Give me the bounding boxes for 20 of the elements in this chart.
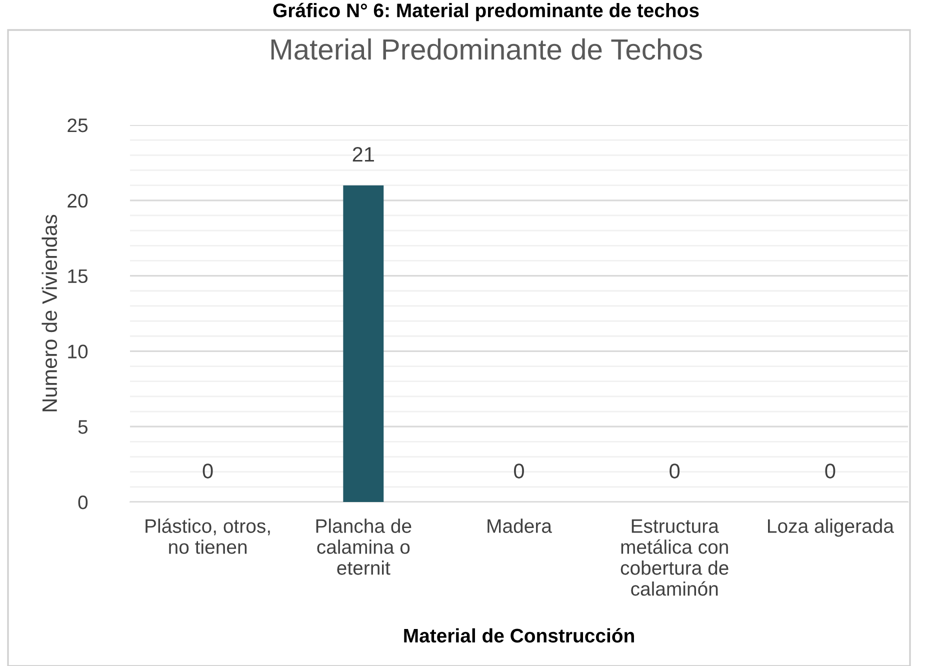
chart-title: Material Predominante de Techos bbox=[271, 38, 702, 60]
y-tick-label: 15 bbox=[68, 269, 88, 284]
y-tick-label: 25 bbox=[68, 118, 88, 132]
y-tick-label: 20 bbox=[68, 194, 88, 208]
x-axis-title: Material de Construcción bbox=[404, 628, 634, 643]
data-label: 0 bbox=[825, 464, 836, 478]
x-tick-label: Plástico, otros, no tienen bbox=[146, 518, 270, 554]
x-tick-label: Loza aligerada bbox=[768, 518, 894, 537]
y-tick-label: 0 bbox=[78, 495, 88, 510]
data-label: 0 bbox=[670, 464, 680, 478]
data-label: 21 bbox=[352, 147, 374, 162]
x-tick-label: Madera bbox=[488, 518, 552, 533]
y-axis-title: Numero de Viviendas bbox=[42, 214, 58, 412]
y-tick-label: 10 bbox=[68, 344, 88, 358]
data-label: 0 bbox=[514, 464, 524, 478]
x-tick-label: Plancha de calamina o eternit bbox=[316, 518, 412, 575]
data-label: 0 bbox=[202, 464, 213, 478]
x-tick-label: Estructura metálica con cobertura de calaminón bbox=[620, 519, 728, 596]
chart-subtitle: Gráfico N° 6: Material predominante de techos bbox=[273, 2, 699, 22]
y-tick-label: 5 bbox=[78, 420, 88, 434]
